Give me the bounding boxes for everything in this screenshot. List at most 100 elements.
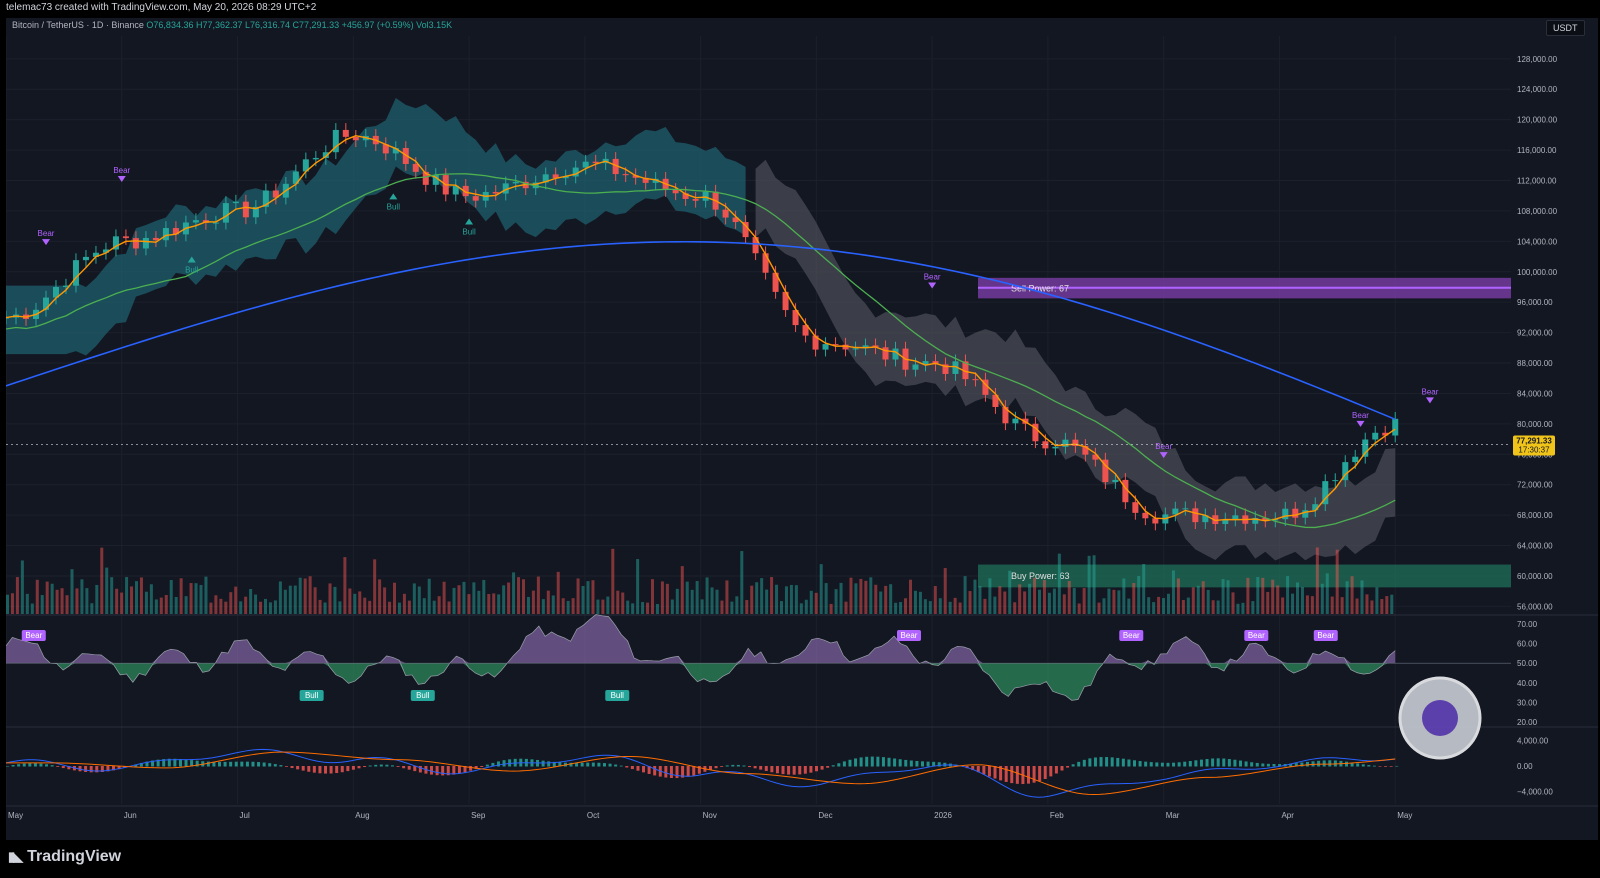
volume-bar xyxy=(1385,596,1389,614)
volume-bar xyxy=(135,581,138,614)
macd-hist-bar xyxy=(1239,760,1243,767)
volume-bar xyxy=(169,580,173,614)
volume-bar xyxy=(517,577,521,614)
candle xyxy=(702,191,709,201)
macd-hist-bar xyxy=(430,766,434,775)
volume-bar xyxy=(1082,588,1086,614)
volume-bar xyxy=(1375,587,1379,614)
tradingview-brand[interactable]: ▮◣ TradingView xyxy=(8,848,121,866)
chart-credit: telemac73 created with TradingView.com, … xyxy=(6,2,317,13)
volume-bar xyxy=(948,601,952,614)
macd-hist-bar xyxy=(206,761,210,767)
volume-bar xyxy=(1206,589,1210,614)
bear-marker-label: Bear xyxy=(113,166,130,175)
macd-hist-bar xyxy=(893,758,897,767)
macd-hist-bar xyxy=(28,763,32,767)
volume-bar xyxy=(1186,597,1190,614)
volume-bar xyxy=(998,586,1002,614)
price-axis-label: 116,000.00 xyxy=(1517,146,1557,155)
macd-hist-bar xyxy=(1311,761,1315,767)
price-axis-label: 128,000.00 xyxy=(1517,55,1558,64)
macd-hist-bar xyxy=(720,766,724,767)
volume-bar xyxy=(1246,577,1250,614)
macd-hist-bar xyxy=(809,766,813,773)
macd-hist-bar xyxy=(686,766,690,777)
candle xyxy=(82,256,89,261)
volume-bar xyxy=(923,599,927,614)
macd-hist-bar xyxy=(1317,760,1321,767)
candle xyxy=(1112,479,1119,483)
volume-bar xyxy=(1112,589,1116,614)
macd-hist-bar xyxy=(1093,757,1097,767)
volume-bar xyxy=(874,584,878,614)
volume-bar xyxy=(427,578,431,614)
macd-hist-bar xyxy=(262,762,266,767)
volume-bar xyxy=(75,588,79,614)
osc-bull-tag xyxy=(299,690,324,701)
tradingview-logo-icon: ▮◣ xyxy=(8,849,23,864)
candle xyxy=(492,191,499,194)
chart-svg[interactable]: Sell Power: 67 Buy Power: 63 Bear Bear Bear B… xyxy=(3,18,1598,840)
volume-bar xyxy=(1018,584,1022,614)
macd-hist-bar xyxy=(1138,761,1142,767)
volume-bar xyxy=(1360,580,1364,614)
macd-hist-bar xyxy=(1082,759,1086,767)
macd-hist-bar xyxy=(1133,760,1137,767)
time-axis-label: May xyxy=(8,811,23,820)
macd-hist-bar xyxy=(469,766,473,771)
macd-hist-bar xyxy=(145,761,149,767)
price-axis-label: 100,000.00 xyxy=(1517,268,1558,277)
macd-hist-bar xyxy=(619,765,623,767)
chart-area[interactable]: Sell Power: 67 Buy Power: 63 Bear Bear Bear B… xyxy=(3,18,1598,840)
volume-bar xyxy=(551,595,555,614)
volume-bar xyxy=(1390,594,1394,614)
volume-bar xyxy=(144,591,148,614)
macd-hist-bar xyxy=(100,766,104,773)
macd-hist-bar xyxy=(971,766,975,771)
volume-bar xyxy=(849,577,853,614)
macd-hist-bar xyxy=(803,766,807,774)
volume-bar xyxy=(70,569,74,614)
bar-countdown: 17:30:37 xyxy=(1518,445,1550,454)
volume-bar xyxy=(631,603,635,614)
volume-bar xyxy=(591,580,595,614)
macd-hist-bar xyxy=(184,759,188,767)
candle xyxy=(892,348,899,360)
macd-hist-bar xyxy=(480,766,484,768)
currency-badge[interactable]: USDT xyxy=(1546,20,1585,36)
candle xyxy=(1262,517,1269,521)
candle xyxy=(62,285,69,287)
macd-hist-bar xyxy=(1015,766,1019,784)
macd-hist-bar xyxy=(708,766,712,770)
price-axis-label: 124,000.00 xyxy=(1517,85,1558,94)
macd-hist-bar xyxy=(937,762,941,767)
candle xyxy=(112,236,119,250)
volume-bar xyxy=(278,581,282,614)
volume-bar xyxy=(209,602,213,614)
macd-hist-bar xyxy=(390,765,394,767)
volume-bar xyxy=(581,585,585,614)
volume-bar xyxy=(30,603,34,614)
volume-bar xyxy=(789,584,793,614)
macd-hist-bar xyxy=(987,766,991,777)
macd-hist-bar xyxy=(279,765,283,767)
macd-hist-bar xyxy=(636,766,640,771)
volume-bar xyxy=(720,600,724,614)
macd-hist-bar xyxy=(569,762,573,767)
ohlc-values: O76,834.36 H77,362.37 L76,316.74 C77,291… xyxy=(146,20,453,30)
volume-bar xyxy=(20,560,24,614)
volume-bar xyxy=(373,559,377,614)
candle xyxy=(292,171,299,184)
macd-hist-bar xyxy=(340,766,344,773)
volume-bar xyxy=(804,599,808,614)
volume-bar xyxy=(338,601,342,614)
macd-hist-bar xyxy=(195,760,199,767)
macd-hist-bar xyxy=(1361,764,1365,767)
volume-bar xyxy=(745,600,749,614)
volume-bar xyxy=(249,588,253,614)
volume-bar xyxy=(1330,596,1334,614)
volume-bar xyxy=(1033,577,1037,614)
osc-bull-area xyxy=(6,663,1396,701)
volume-bar xyxy=(497,594,501,614)
